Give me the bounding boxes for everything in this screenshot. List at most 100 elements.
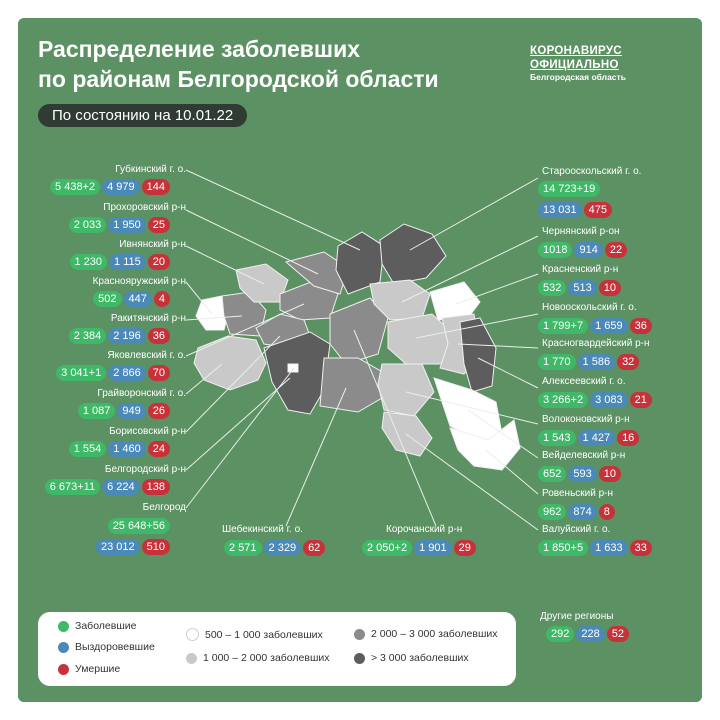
recovered-count: 6 224 bbox=[102, 479, 140, 495]
district-stats-borisovka: 1 554 1 460 24 bbox=[68, 441, 170, 457]
brand-line-2: ОФИЦИАЛЬНО bbox=[530, 59, 619, 71]
leader-line bbox=[477, 357, 539, 389]
leader-line bbox=[185, 245, 265, 285]
death-count: 510 bbox=[141, 539, 170, 555]
sick-count: 292 bbox=[546, 626, 575, 642]
death-count: 26 bbox=[147, 403, 170, 419]
district-stats-krasnaya-yaruga: 502 447 4 bbox=[93, 291, 170, 307]
brand-line-3: Белгородская область bbox=[530, 72, 626, 82]
district-label-valuyki: Валуйский г. о. bbox=[542, 524, 611, 535]
sick-count: 2 033 bbox=[68, 217, 107, 233]
district-label-ivnya: Ивнянский р-н bbox=[119, 239, 186, 250]
death-count: 70 bbox=[147, 365, 170, 381]
sick-count: 652 bbox=[538, 466, 567, 482]
death-count: 36 bbox=[147, 328, 170, 344]
district-label-borisovka: Борисовский р-н bbox=[109, 426, 186, 437]
recovered-count: 2 866 bbox=[108, 365, 146, 381]
region-map bbox=[185, 169, 539, 531]
legend-dead-label: Умершие bbox=[75, 663, 121, 675]
map-region-krasnensky bbox=[429, 281, 481, 321]
district-stats-krasnogvardeysky: 1 770 1 586 32 bbox=[538, 354, 640, 370]
death-count: 138 bbox=[141, 479, 170, 495]
district-label-belgorodsky: Белгородский р-н bbox=[104, 464, 186, 475]
other-regions-stats: 292 228 52 bbox=[546, 626, 629, 642]
sick-count: 2 384 bbox=[68, 328, 107, 344]
death-count: 4 bbox=[153, 291, 170, 307]
recovered-count: 1 460 bbox=[108, 441, 146, 457]
brand-line-1: КОРОНАВИРУС bbox=[530, 45, 622, 57]
recovered-count: 1 901 bbox=[414, 540, 452, 556]
legend-range-3-label: 2 000 – 3 000 заболевших bbox=[371, 628, 498, 640]
green-dot-icon bbox=[58, 620, 69, 632]
map-region-valuysky bbox=[381, 411, 433, 457]
sick-count: 25 648+56 bbox=[107, 518, 170, 534]
recovered-count: 228 bbox=[576, 626, 605, 642]
district-stats-krasnoye: 532 513 10 bbox=[538, 280, 621, 296]
recovered-count: 1 427 bbox=[577, 430, 616, 446]
sick-count: 1 543 bbox=[538, 430, 576, 446]
death-count: 24 bbox=[147, 441, 170, 457]
district-stats-valuyki: 1 850+5 1 633 33 bbox=[538, 540, 652, 556]
map-region-shebekinsky bbox=[319, 357, 387, 413]
death-count: 36 bbox=[629, 318, 652, 334]
leader-line bbox=[409, 177, 539, 251]
legend-range-2: 1 000 – 2 000 заболевших bbox=[186, 652, 330, 664]
sick-count: 502 bbox=[93, 291, 122, 307]
district-label-krasnaya-yaruga: Краснояружский р-н bbox=[92, 276, 186, 287]
recovered-count: 23 012 bbox=[95, 539, 140, 555]
death-count: 10 bbox=[598, 466, 621, 482]
other-regions-label: Другие регионы bbox=[540, 611, 614, 622]
brand-logo: КОРОНАВИРУС ОФИЦИАЛЬНО Белгородская обла… bbox=[530, 44, 680, 83]
legend-dead: Умершие bbox=[58, 663, 120, 675]
sick-count: 1 230 bbox=[69, 254, 108, 270]
date-badge: По состоянию на 10.01.22 bbox=[38, 104, 248, 127]
legend-range-2-label: 1 000 – 2 000 заболевших bbox=[203, 652, 330, 664]
map-region-rovensky bbox=[449, 419, 521, 471]
recovered-count: 2 329 bbox=[263, 540, 302, 556]
map-regions bbox=[193, 223, 521, 471]
recovered-count: 2 196 bbox=[108, 328, 146, 344]
district-stats-volokonovka: 1 543 1 427 16 bbox=[538, 430, 640, 446]
death-count: 33 bbox=[629, 540, 652, 556]
death-count: 475 bbox=[583, 202, 613, 218]
death-count: 20 bbox=[147, 254, 170, 270]
district-stats-gubkin: 5 438+2 4 979 144 bbox=[50, 179, 170, 195]
recovered-count: 1 115 bbox=[109, 254, 146, 270]
district-stats-chernyanka: 1018 914 22 bbox=[538, 242, 628, 258]
legend: Заболевшие Выздоровевшие Умершие 500 – 1… bbox=[38, 612, 516, 686]
leader-line bbox=[185, 367, 295, 509]
district-stats-shebekino: 2 571 2 329 62 bbox=[224, 540, 326, 556]
recovered-count: 4 979 bbox=[102, 179, 140, 195]
sick-count: 962 bbox=[538, 504, 567, 520]
district-stats-veydelevka: 652 593 10 bbox=[538, 466, 621, 482]
recovered-count: 513 bbox=[568, 280, 597, 296]
blue-dot-icon bbox=[58, 641, 69, 653]
district-label-chernyanka: Чернянский р-он bbox=[542, 226, 620, 237]
death-count: 10 bbox=[598, 280, 621, 296]
legend-range-4-label: > 3 000 заболевших bbox=[371, 652, 469, 664]
district-label-gubkin: Губкинский г. о. bbox=[115, 164, 186, 175]
legend-range-3: 2 000 – 3 000 заболевших bbox=[354, 628, 498, 640]
recovered-count: 447 bbox=[123, 291, 152, 307]
district-stats-stary-oskol-sick: 14 723+19 bbox=[538, 181, 601, 197]
district-label-veydelevka: Вейделевский р-н bbox=[542, 450, 626, 461]
death-count: 21 bbox=[629, 392, 652, 408]
sick-count: 2 571 bbox=[224, 540, 262, 556]
recovered-count: 13 031 bbox=[538, 202, 582, 218]
white-dot-icon bbox=[186, 628, 199, 641]
district-stats-rakitnoye: 2 384 2 196 36 bbox=[68, 328, 170, 344]
legend-sick: Заболевшие bbox=[58, 620, 136, 632]
map-region-belgorodsky bbox=[263, 331, 331, 415]
legend-range-1: 500 – 1 000 заболевших bbox=[186, 628, 323, 641]
legend-sick-label: Заболевшие bbox=[75, 620, 137, 632]
district-stats-korocha: 2 050+2 1 901 29 bbox=[362, 540, 476, 556]
leader-line bbox=[467, 409, 539, 459]
district-stats-novy-oskol: 1 799+7 1 659 36 bbox=[538, 318, 652, 334]
infographic-card: Распределение заболевших по районам Белг… bbox=[18, 18, 702, 702]
sick-count: 2 050+2 bbox=[362, 540, 413, 556]
death-count: 144 bbox=[141, 179, 170, 195]
leader-line bbox=[485, 449, 539, 495]
city-label-belgorod: Белгород bbox=[142, 502, 186, 513]
red-dot-icon bbox=[58, 663, 69, 675]
district-stats-belgorodsky: 6 673+11 6 224 138 bbox=[44, 479, 170, 495]
